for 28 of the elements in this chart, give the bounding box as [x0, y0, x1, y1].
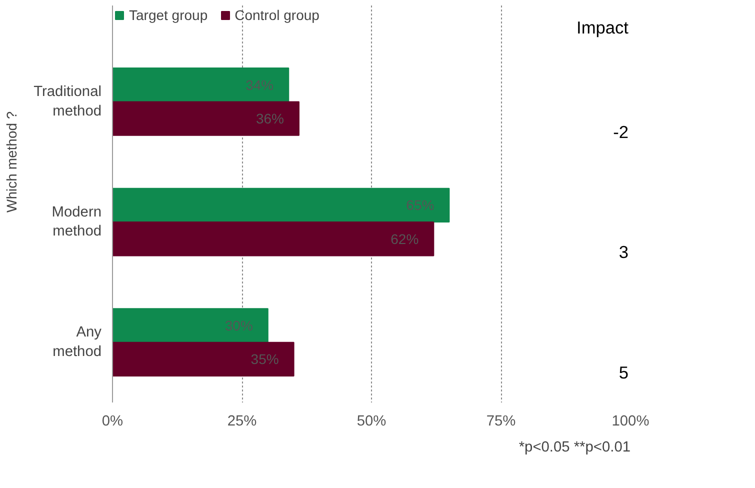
- data-label: 34%: [246, 76, 274, 93]
- legend-label: Target group: [129, 7, 208, 23]
- y-tick-label: Traditional method: [34, 84, 102, 120]
- text: *p<0.05 **p<0.01: [518, 440, 631, 456]
- x-tick-label: 100%: [612, 414, 650, 430]
- x-tick-label: 0%: [102, 414, 124, 430]
- data-label: 36%: [256, 110, 284, 127]
- bar: [112, 222, 434, 256]
- annotation: -2: [613, 122, 629, 142]
- x-tick-label: 75%: [486, 414, 516, 430]
- bar: [112, 308, 268, 343]
- x-tick-label: 25%: [227, 414, 257, 430]
- annotation: 5: [618, 362, 629, 382]
- bar: [112, 101, 300, 136]
- bar: [112, 68, 290, 102]
- legend-label: Control group: [234, 7, 320, 23]
- y-tick-label: Modern method: [52, 204, 102, 240]
- data-label: 62%: [390, 230, 419, 247]
- annotation: 3: [618, 242, 629, 262]
- annotation: Impact: [576, 18, 629, 38]
- text: Which method ?: [4, 111, 20, 212]
- y-tick-label: Any method: [52, 324, 102, 360]
- bar: [112, 188, 450, 223]
- data-label: 65%: [406, 197, 434, 214]
- bar: [112, 342, 294, 377]
- data-label: 35%: [250, 351, 279, 368]
- data-label: 30%: [224, 318, 253, 334]
- x-tick-label: 50%: [356, 414, 386, 430]
